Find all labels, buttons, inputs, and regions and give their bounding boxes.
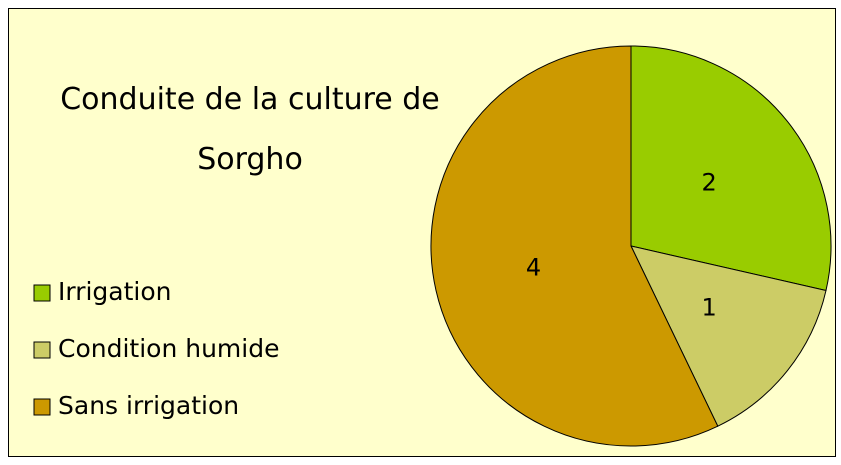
pie-slice: [630, 45, 832, 292]
data-label: 1: [702, 293, 717, 321]
data-label: 4: [526, 253, 541, 281]
data-label: 2: [702, 169, 717, 197]
legend-label: Irrigation: [58, 277, 172, 306]
chart-title: Conduite de la culture de Sorgho: [60, 82, 440, 177]
legend-swatch: [33, 341, 51, 359]
pie-slice: [630, 245, 827, 427]
legend-label: Condition humide: [58, 334, 279, 363]
legend-swatch: [33, 398, 51, 416]
pie-slice: [430, 45, 719, 447]
legend-swatch: [33, 284, 51, 302]
legend-label: Sans irrigation: [58, 391, 239, 420]
